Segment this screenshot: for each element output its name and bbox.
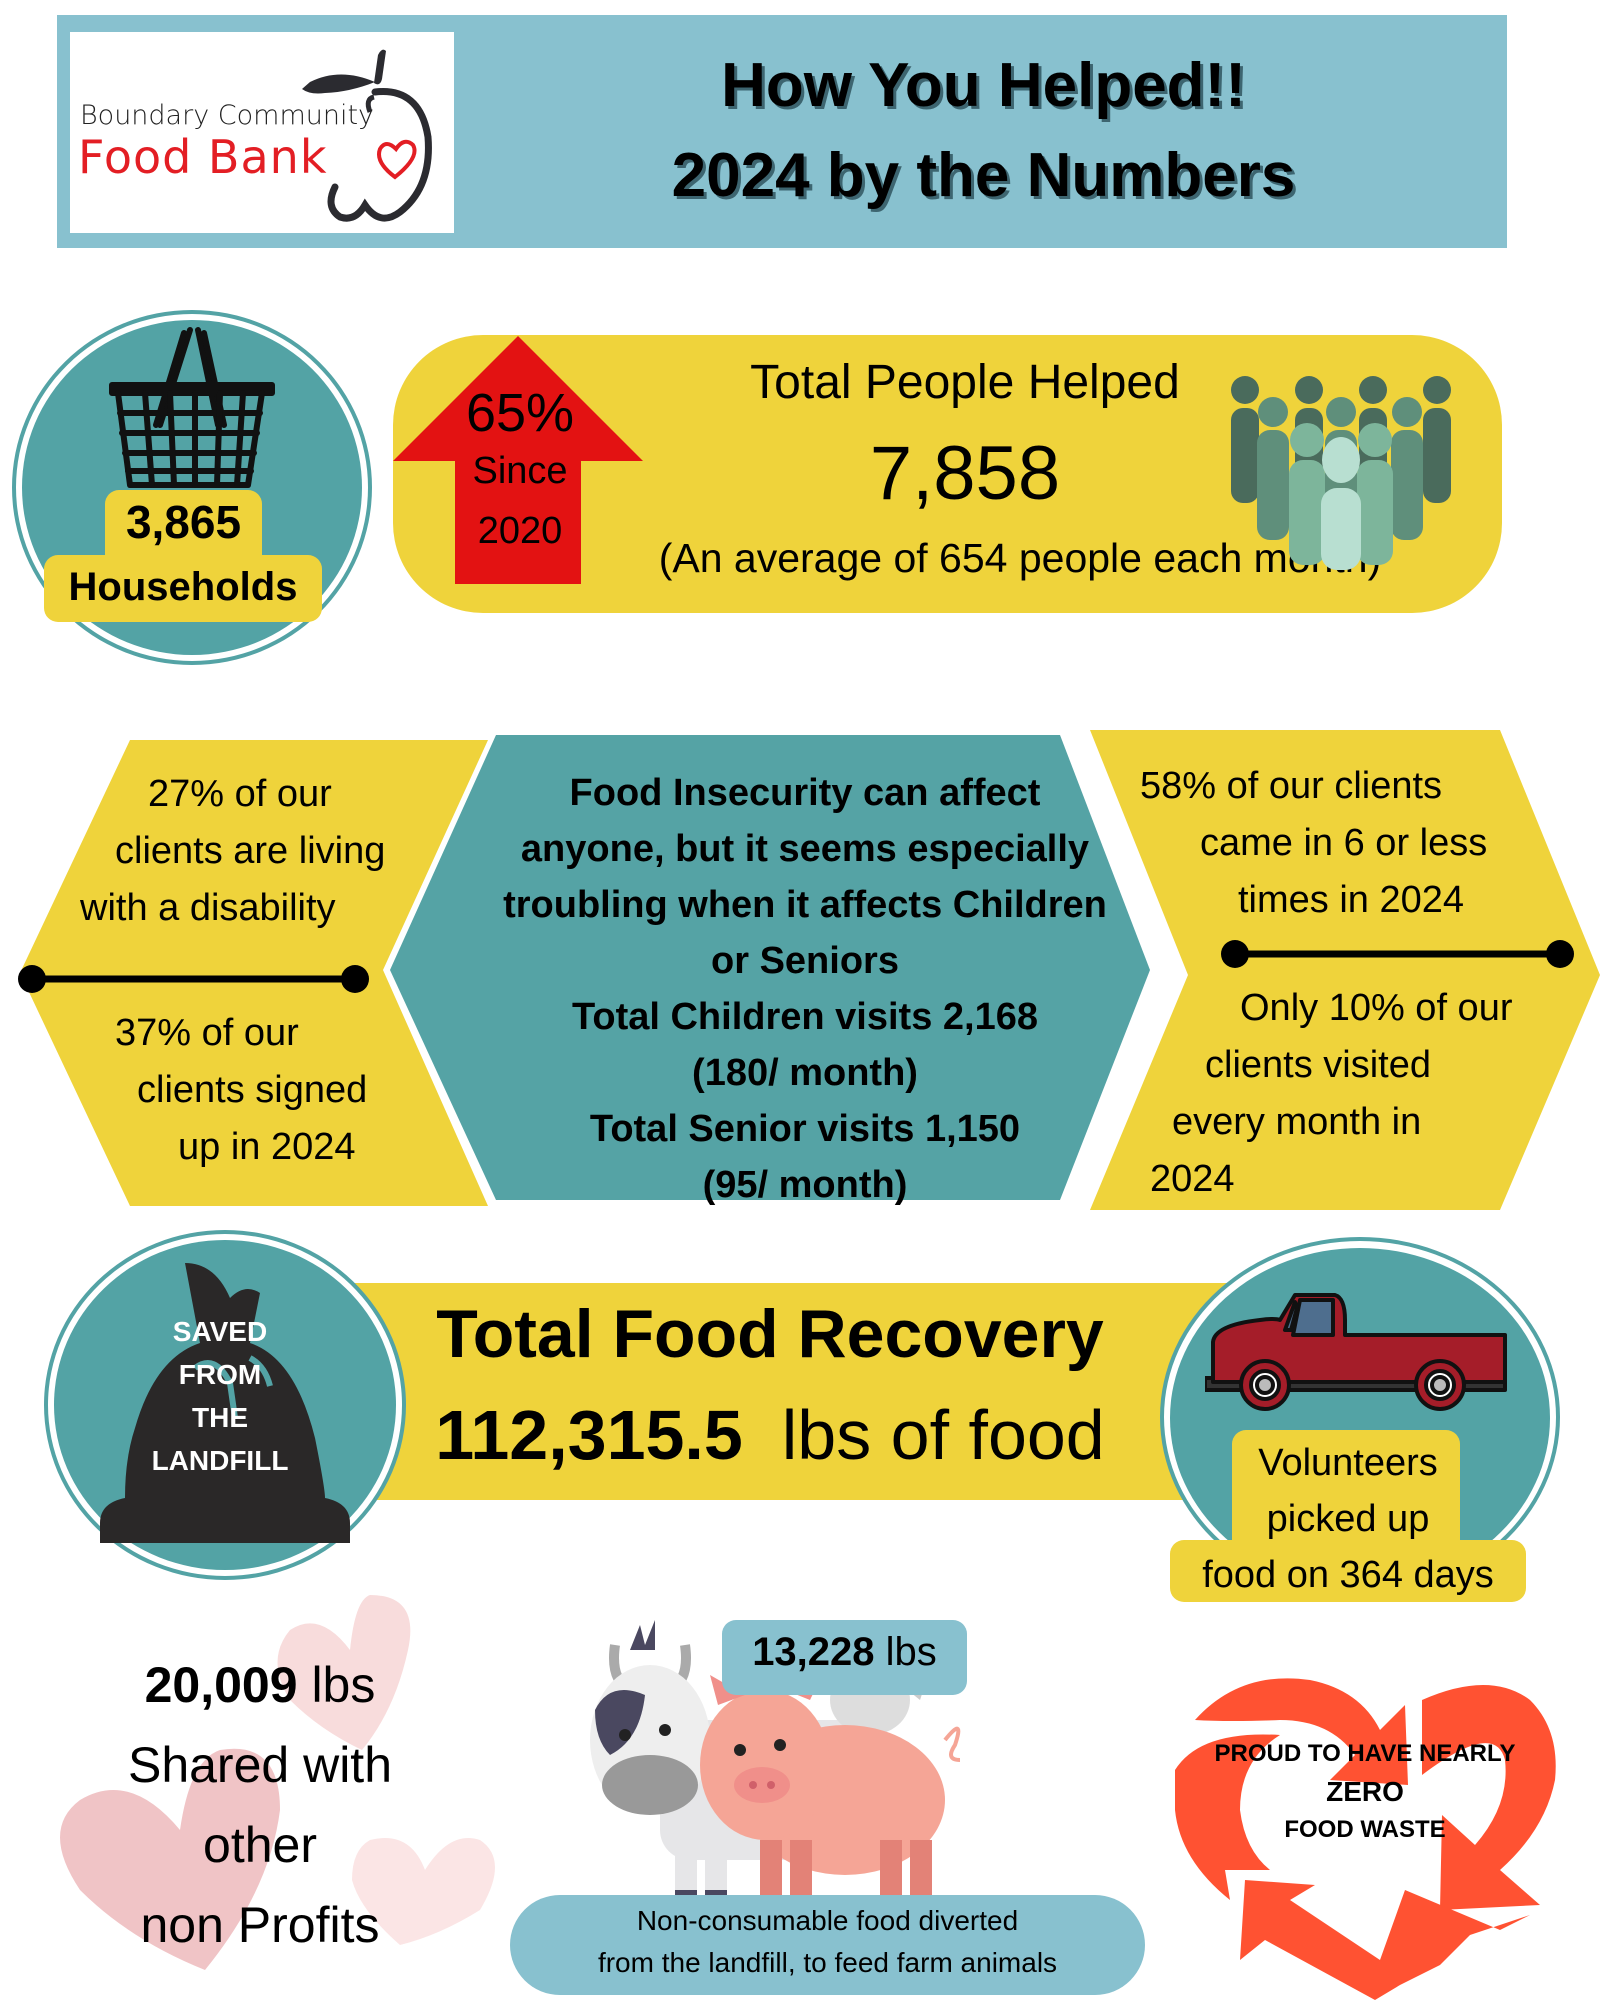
logo-line2: Food Bank bbox=[78, 130, 328, 184]
volunteers-line: Volunteers bbox=[1258, 1442, 1438, 1484]
statement-line: troubling when it affects Children bbox=[503, 884, 1107, 926]
shared-value: 20,009 bbox=[144, 1657, 298, 1713]
stat-line: every month in bbox=[1172, 1101, 1422, 1143]
zero-waste-message: PROUD TO HAVE NEARLY ZERO FOOD WASTE bbox=[1180, 1735, 1550, 1849]
volunteers-line: food on 364 days bbox=[1202, 1554, 1494, 1596]
food-recovery-unit: lbs of food bbox=[781, 1396, 1105, 1474]
senior-visits-monthly: (95/ month) bbox=[702, 1164, 908, 1206]
stat-line: up in 2024 bbox=[178, 1126, 356, 1168]
households-label-box bbox=[44, 555, 322, 622]
pickup-truck-icon bbox=[1205, 1293, 1507, 1411]
statement-line: Food Insecurity can affect bbox=[569, 772, 1041, 814]
insight-hexagons bbox=[18, 730, 1600, 1210]
statement-line: anyone, but it seems especially bbox=[520, 828, 1090, 870]
page-title: How You Helped!! bbox=[721, 51, 1246, 120]
food-recovery-amount: 112,315.5 bbox=[435, 1396, 743, 1474]
zero-waste-line: PROUD TO HAVE NEARLY bbox=[1214, 1740, 1516, 1767]
landfill-label-line: SAVED bbox=[172, 1316, 268, 1347]
statement-line: or Seniors bbox=[711, 940, 899, 982]
farm-lbs-box bbox=[722, 1620, 967, 1695]
stat-line: 2024 bbox=[1150, 1158, 1235, 1200]
volunteers-line: picked up bbox=[1266, 1498, 1430, 1540]
farm-value: 13,228 bbox=[752, 1630, 875, 1674]
stat-line: with a disability bbox=[80, 887, 336, 929]
people-helped-value: 7,858 bbox=[869, 431, 1061, 516]
growth-since-label: Since bbox=[472, 450, 568, 492]
logo-line1: Boundary Community bbox=[80, 100, 375, 131]
stat-visit-frequency: 58% of our clients came in 6 or less tim… bbox=[1120, 758, 1520, 929]
volunteers-text: Volunteers picked up food on 364 days bbox=[1170, 1435, 1526, 1603]
stat-disability: 27% of our clients are living with a dis… bbox=[70, 766, 430, 937]
stat-signed-up: 37% of our clients signed up in 2024 bbox=[100, 1005, 420, 1176]
stat-monthly-visitors: Only 10% of our clients visited every mo… bbox=[1150, 980, 1550, 1208]
volunteers-box-bottom bbox=[1170, 1540, 1526, 1602]
households-label: Households bbox=[68, 565, 298, 609]
landfill-label: SAVED FROM THE LANDFILL bbox=[130, 1310, 310, 1482]
farm-animals-icon bbox=[590, 1620, 961, 1912]
recycle-heart-icon bbox=[1175, 1678, 1556, 2000]
stat-line: 58% of our clients bbox=[1140, 765, 1443, 807]
children-visits-monthly: (180/ month) bbox=[692, 1052, 918, 1094]
stat-line: times in 2024 bbox=[1238, 879, 1465, 921]
households-value: 3,865 bbox=[125, 496, 242, 548]
food-recovery-value: 112,315.5 lbs of food bbox=[400, 1395, 1140, 1475]
hearts-decoration-icon bbox=[60, 1595, 495, 1970]
farm-caption-box bbox=[510, 1895, 1145, 1995]
apple-heart-logo-icon bbox=[302, 49, 432, 222]
stat-line: came in 6 or less bbox=[1200, 822, 1488, 864]
shared-unit: lbs bbox=[311, 1657, 376, 1713]
people-helped-title: Total People Helped bbox=[750, 356, 1180, 409]
stat-line: 27% of our bbox=[148, 773, 332, 815]
page-subtitle: 2024 by the Numbers bbox=[671, 141, 1296, 210]
shared-line: other bbox=[203, 1817, 317, 1873]
farm-caption-line: Non-consumable food diverted bbox=[636, 1905, 1019, 1936]
food-recovery-title: Total Food Recovery bbox=[436, 1296, 1104, 1372]
crowd-people-icon bbox=[1231, 376, 1451, 570]
center-hexagon bbox=[390, 735, 1150, 1200]
senior-visits: Total Senior visits 1,150 bbox=[589, 1108, 1021, 1150]
landfill-label-line: LANDFILL bbox=[151, 1445, 289, 1476]
growth-since-year: 2020 bbox=[477, 510, 563, 552]
farm-caption-line: from the landfill, to feed farm animals bbox=[597, 1947, 1058, 1978]
stat-line: Only 10% of our bbox=[1240, 987, 1513, 1029]
food-insecurity-statement: Food Insecurity can affect anyone, but i… bbox=[455, 765, 1155, 1213]
stat-line: clients visited bbox=[1205, 1044, 1431, 1086]
shared-nonprofits-stat: 20,009 lbs Shared with other non Profits bbox=[60, 1645, 460, 1965]
farm-unit: lbs bbox=[885, 1630, 937, 1674]
stat-line: clients signed bbox=[137, 1069, 368, 1111]
right-chevron bbox=[1090, 730, 1600, 1210]
shopping-basket-icon bbox=[109, 327, 275, 488]
logo: Boundary Community Food Bank bbox=[70, 32, 454, 233]
children-visits: Total Children visits 2,168 bbox=[571, 996, 1038, 1038]
garbage-bag-icon bbox=[100, 1263, 350, 1543]
zero-waste-line: FOOD WASTE bbox=[1284, 1816, 1446, 1843]
farm-lbs-value: 13,228 lbs bbox=[722, 1630, 967, 1675]
people-helped-average: (An average of 654 people each month) bbox=[658, 535, 1382, 581]
shared-line: non Profits bbox=[140, 1897, 380, 1953]
growth-percent: 65% bbox=[465, 383, 575, 443]
shared-value-line: 20,009 lbs bbox=[60, 1645, 460, 1725]
landfill-label-line: THE bbox=[192, 1402, 248, 1433]
zero-waste-line: ZERO bbox=[1326, 1776, 1404, 1807]
stat-line: 37% of our bbox=[115, 1012, 299, 1054]
stat-line: clients are living bbox=[115, 830, 386, 872]
farm-caption: Non-consumable food diverted from the la… bbox=[510, 1900, 1145, 1984]
red-up-arrow-icon bbox=[393, 336, 643, 584]
left-chevron bbox=[20, 740, 488, 1206]
landfill-label-line: FROM bbox=[178, 1359, 262, 1390]
shared-line: Shared with bbox=[127, 1737, 393, 1793]
